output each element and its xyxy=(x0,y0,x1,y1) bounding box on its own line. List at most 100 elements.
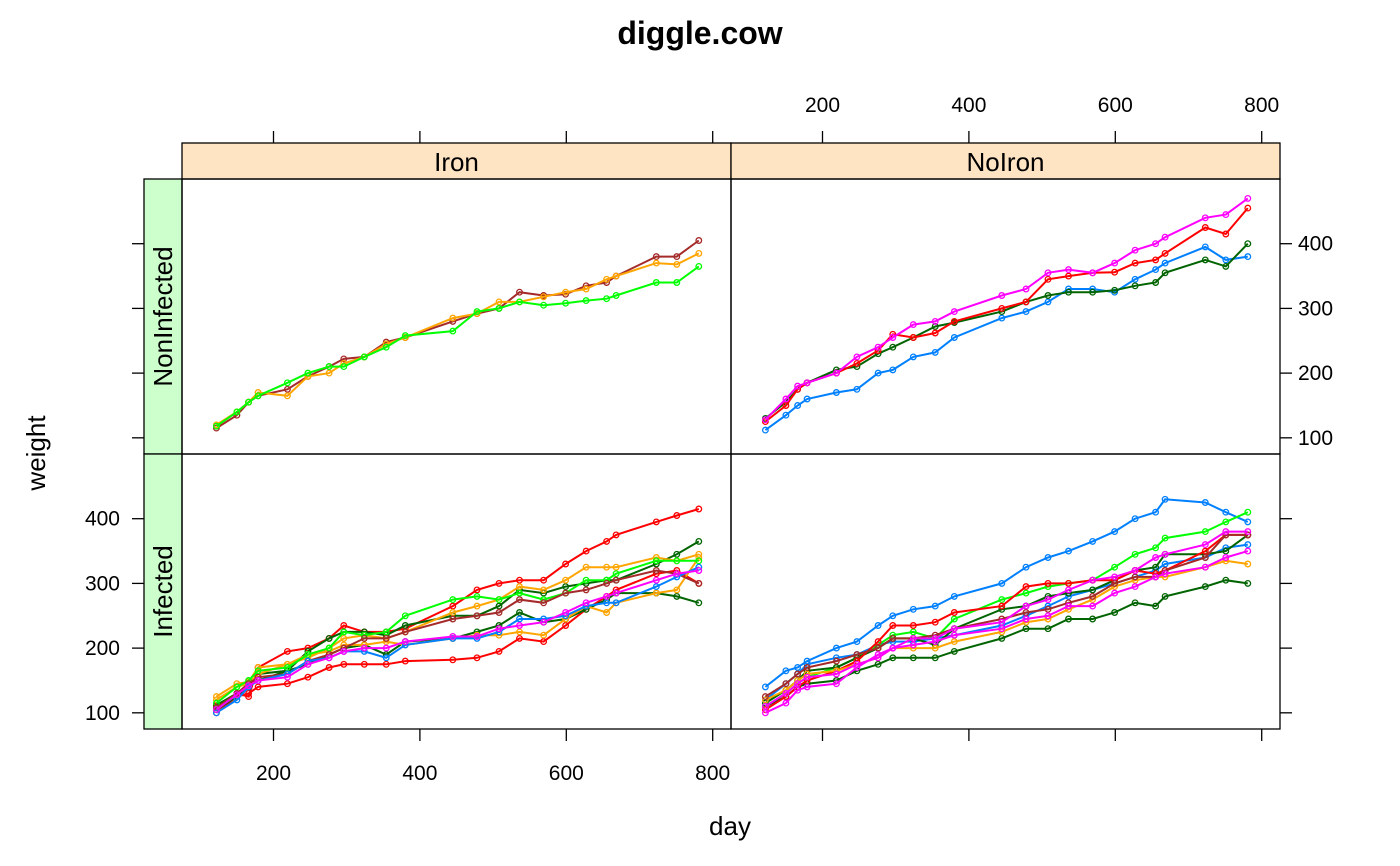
data-point xyxy=(695,567,703,574)
data-point xyxy=(401,657,409,665)
data-point xyxy=(1022,583,1030,591)
data-point xyxy=(874,644,882,652)
data-point xyxy=(340,628,348,636)
plot-area: Iron NoIron NonInfected Infected 200 200 400 40… xyxy=(85,94,1333,785)
data-point xyxy=(950,334,958,341)
data-point xyxy=(233,683,241,691)
series-line xyxy=(215,265,700,428)
data-point xyxy=(998,579,1006,587)
data-point xyxy=(516,609,523,616)
data-point xyxy=(1201,583,1209,591)
data-point xyxy=(1152,240,1160,248)
data-point xyxy=(803,664,811,671)
data-point xyxy=(1201,499,1209,506)
data-point xyxy=(673,570,681,578)
data-point xyxy=(603,537,611,545)
data-point xyxy=(909,634,917,642)
data-point xyxy=(1201,563,1209,571)
data-point xyxy=(782,689,790,697)
data-point xyxy=(673,512,681,519)
data-point xyxy=(1111,609,1119,616)
data-point xyxy=(803,379,811,387)
series-line xyxy=(215,569,699,711)
data-point xyxy=(695,262,703,270)
data-point xyxy=(782,699,790,707)
data-point xyxy=(853,638,861,646)
data-point xyxy=(782,411,790,419)
data-point xyxy=(695,557,703,565)
data-point xyxy=(950,317,958,325)
data-point xyxy=(254,392,262,400)
data-point xyxy=(1161,233,1169,241)
data-point xyxy=(1044,275,1052,283)
data-point xyxy=(1201,541,1209,549)
data-point xyxy=(652,576,660,584)
series-line xyxy=(764,245,1248,431)
data-point xyxy=(540,631,548,639)
data-point xyxy=(233,691,241,699)
data-point xyxy=(562,299,570,307)
data-point xyxy=(582,599,590,607)
data-point xyxy=(1065,272,1072,280)
y-tick-label: 400 xyxy=(85,508,120,531)
panel-frame xyxy=(730,453,1281,730)
data-point xyxy=(1089,537,1097,545)
data-point xyxy=(909,353,917,361)
y-axis-label: weight xyxy=(21,415,51,492)
data-point xyxy=(283,392,291,400)
data-point xyxy=(761,416,769,424)
data-point xyxy=(673,279,681,286)
data-point xyxy=(889,654,897,662)
data-point xyxy=(1222,211,1230,219)
y-tick-label: 100 xyxy=(85,702,120,725)
x-tick-label: 200 xyxy=(256,762,291,785)
series-line xyxy=(215,239,700,429)
data-point xyxy=(1065,288,1072,296)
data-point xyxy=(233,408,241,416)
data-point xyxy=(473,612,481,620)
data-point xyxy=(325,654,333,662)
data-point xyxy=(761,426,769,434)
data-point xyxy=(1152,554,1160,561)
data-point xyxy=(782,680,790,688)
data-point xyxy=(516,596,523,604)
series-line xyxy=(215,569,700,714)
data-point xyxy=(1044,298,1052,306)
data-point xyxy=(582,563,590,571)
data-point xyxy=(673,550,681,558)
data-point xyxy=(325,644,333,652)
data-point xyxy=(382,644,390,652)
data-point xyxy=(652,557,660,565)
row-strip-label: NonInfected xyxy=(148,246,178,386)
data-point xyxy=(582,297,590,305)
data-point xyxy=(562,609,570,616)
data-point xyxy=(1244,518,1252,526)
data-point xyxy=(212,706,220,714)
data-point xyxy=(1152,602,1160,610)
data-point xyxy=(1089,269,1097,277)
data-point xyxy=(652,518,660,526)
data-point xyxy=(1244,253,1252,261)
panel-frame xyxy=(181,453,732,730)
data-point xyxy=(794,402,802,409)
data-point xyxy=(909,641,917,649)
data-point xyxy=(832,680,840,688)
data-point xyxy=(254,667,262,675)
data-point xyxy=(909,321,917,329)
data-point xyxy=(874,660,882,668)
data-point xyxy=(473,654,481,662)
data-point xyxy=(245,398,253,406)
data-point xyxy=(325,369,333,377)
data-point xyxy=(931,329,939,337)
data-point xyxy=(950,609,958,616)
x-tick-label: 200 xyxy=(805,94,840,117)
data-point xyxy=(516,622,523,629)
row-strip-label: Infected xyxy=(148,545,178,638)
y-tick-label: 300 xyxy=(1298,297,1333,320)
data-point xyxy=(1111,573,1119,581)
data-point xyxy=(540,576,548,584)
data-point xyxy=(1111,579,1119,587)
data-point xyxy=(1222,554,1230,561)
data-point xyxy=(612,599,620,607)
data-point xyxy=(1244,560,1252,568)
